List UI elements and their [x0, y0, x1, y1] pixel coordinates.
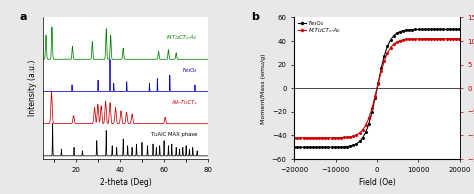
Y-axis label: Moment/Mass (emu/g): Moment/Mass (emu/g): [261, 53, 266, 124]
M.Ti₂CTₓ-A₀: [301, 137, 307, 139]
M.Ti₂CTₓ-A₀: [417, 38, 423, 40]
M.Ti₂CTₓ-A₀: [392, 42, 398, 45]
Text: M.Ti₂CTₓ-A₀: M.Ti₂CTₓ-A₀: [167, 35, 197, 40]
Fe₃O₄: [301, 146, 307, 148]
X-axis label: 2-theta (Deg): 2-theta (Deg): [100, 178, 151, 187]
M.Ti₂CTₓ-A₀: [397, 40, 402, 42]
X-axis label: Field (Oe): Field (Oe): [359, 178, 395, 187]
Fe₃O₄: [388, 39, 393, 42]
M.Ti₂CTₓ-A₀: [388, 47, 393, 49]
Y-axis label: Intensity (a.u.): Intensity (a.u.): [28, 60, 37, 116]
Fe₃O₄: [434, 28, 439, 30]
Fe₃O₄: [392, 34, 398, 36]
M.Ti₂CTₓ-A₀: [457, 38, 463, 40]
Legend: Fe₃O₄, M.Ti₂CTₓ-A₀: Fe₃O₄, M.Ti₂CTₓ-A₀: [297, 20, 341, 34]
M.Ti₂CTₓ-A₀: [434, 38, 439, 40]
Text: Alk-Ti₂CTₓ: Alk-Ti₂CTₓ: [172, 100, 197, 105]
Fe₃O₄: [457, 28, 463, 30]
Text: a: a: [19, 12, 27, 22]
Fe₃O₄: [417, 28, 423, 30]
Fe₃O₄: [397, 31, 402, 33]
Text: Fe₃O₄: Fe₃O₄: [183, 68, 197, 73]
Fe₃O₄: [292, 146, 297, 148]
M.Ti₂CTₓ-A₀: [292, 137, 297, 139]
Line: Fe₃O₄: Fe₃O₄: [293, 29, 461, 148]
Line: M.Ti₂CTₓ-A₀: M.Ti₂CTₓ-A₀: [293, 38, 461, 139]
Text: b: b: [251, 12, 259, 22]
Text: Ti₂AlC MAX phase: Ti₂AlC MAX phase: [151, 132, 197, 137]
